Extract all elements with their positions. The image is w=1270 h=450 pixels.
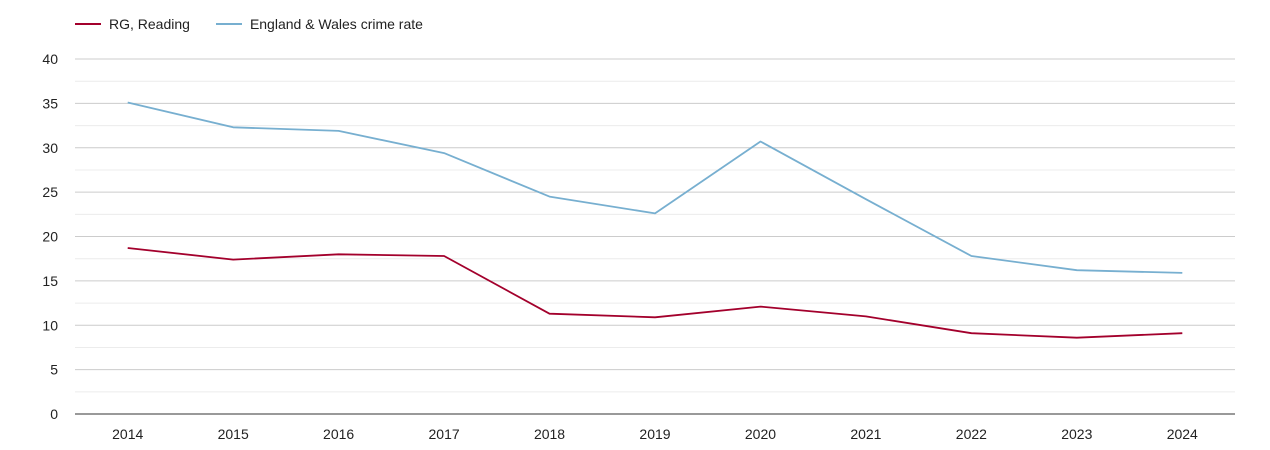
y-tick-label: 10 [42, 317, 58, 333]
y-axis: 0 5 10 15 20 25 30 35 40 [42, 51, 58, 422]
legend-label-england-wales: England & Wales crime rate [249, 16, 423, 32]
series-line-1 [127, 101, 1183, 274]
y-tick-label: 25 [42, 184, 58, 200]
y-tick-label: 5 [50, 362, 58, 378]
y-tick-label: 0 [50, 406, 58, 422]
y-tick-label: 35 [42, 95, 58, 111]
x-tick-label: 2020 [745, 426, 776, 442]
y-tick-label: 30 [42, 140, 58, 156]
x-tick-label: 2016 [323, 426, 354, 442]
legend-swatch-reading [75, 23, 101, 25]
y-tick-label: 15 [42, 273, 58, 289]
chart-legend: RG, Reading England & Wales crime rate [75, 16, 423, 32]
x-tick-label: 2019 [639, 426, 670, 442]
x-tick-label: 2015 [218, 426, 249, 442]
x-tick-label: 2017 [429, 426, 460, 442]
x-tick-label: 2014 [112, 426, 143, 442]
x-axis: 2014 2015 2016 2017 2018 2019 2020 2021 2022 2023… [75, 413, 1235, 442]
legend-item-reading: RG, Reading [75, 16, 190, 32]
y-tick-label: 40 [42, 51, 58, 67]
x-tick-label: 2022 [956, 426, 987, 442]
legend-item-england-wales: England & Wales crime rate [215, 16, 423, 32]
legend-label-reading: RG, Reading [109, 16, 190, 32]
x-tick-label: 2021 [850, 426, 881, 442]
x-tick-label: 2018 [534, 426, 565, 442]
series-lines [127, 101, 1183, 339]
y-tick-label: 20 [42, 229, 58, 245]
series-line-0 [127, 247, 1183, 339]
x-tick-label: 2023 [1061, 426, 1092, 442]
x-tick-label: 2024 [1167, 426, 1198, 442]
grid-lines [75, 58, 1235, 393]
legend-swatch-england-wales [215, 23, 242, 25]
